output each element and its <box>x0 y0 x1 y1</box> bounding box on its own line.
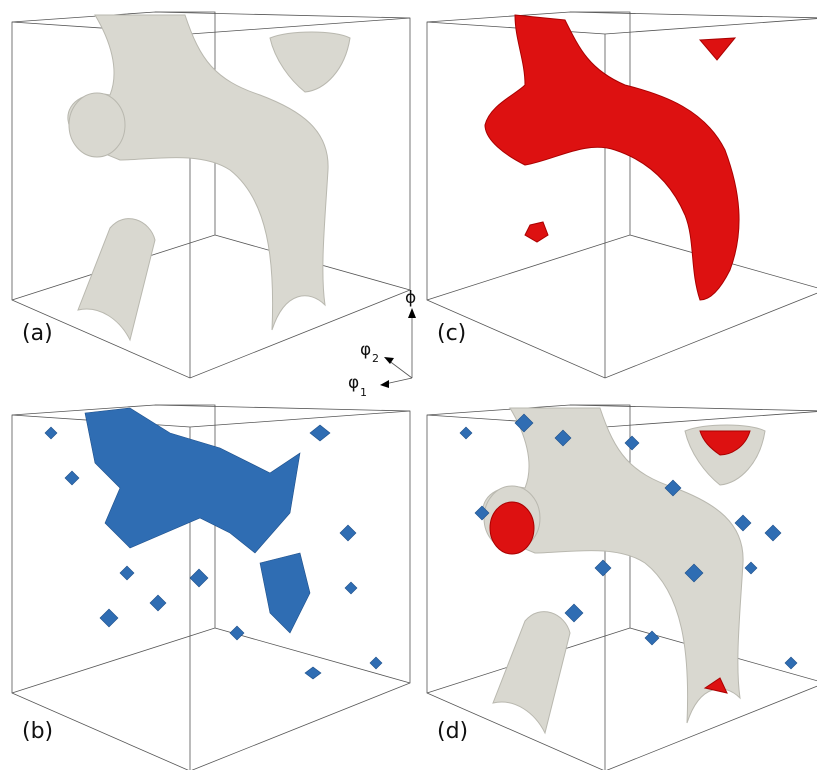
axes-triad: ϕ φ 2 φ 1 <box>348 288 416 399</box>
panel-label: (a) <box>22 321 53 346</box>
panel-label: (b) <box>22 719 53 744</box>
panel-b: (b) <box>12 405 410 770</box>
axis-subscript: 1 <box>360 386 367 399</box>
axis-label: φ <box>360 340 371 360</box>
panel-label: (d) <box>437 719 468 744</box>
panel-a: (a) <box>12 12 410 378</box>
figure: (a) (c) (b) (d) ϕ φ 2 φ 1 <box>0 0 817 770</box>
panel-label: (c) <box>437 321 466 346</box>
panel-c: (c) <box>427 12 817 378</box>
axis-subscript: 2 <box>372 352 379 365</box>
axis-label: ϕ <box>405 288 416 308</box>
axis-label: φ <box>348 373 359 393</box>
panel-d: (d) <box>427 405 817 770</box>
